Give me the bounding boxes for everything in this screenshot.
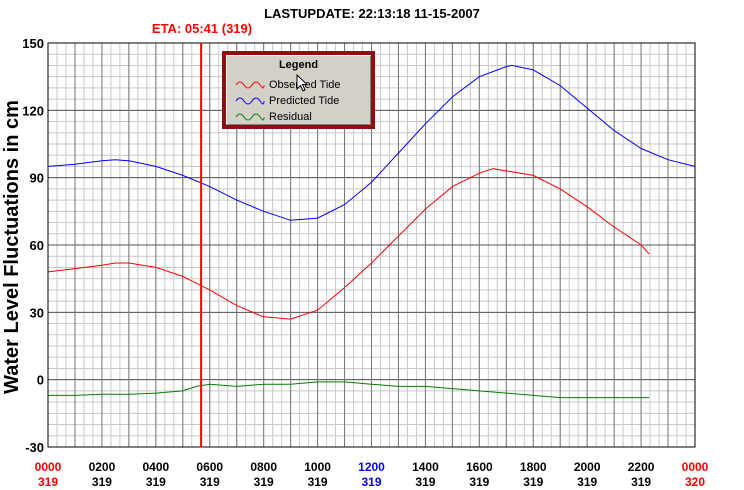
y-tick-labels: 150 120 90 60 30 0 -30 xyxy=(22,36,44,455)
legend[interactable]: Legend Observed Tide Predicted Tide Resi… xyxy=(222,51,375,129)
y-tick-label: 150 xyxy=(22,36,44,51)
x-tick-time-label: 0800 xyxy=(250,460,277,474)
x-tick-time-label: 1400 xyxy=(412,460,439,474)
x-tick-day-label: 319 xyxy=(308,475,328,489)
legend-label-predicted: Predicted Tide xyxy=(269,95,340,107)
x-tick-time-label: 0000 xyxy=(35,460,62,474)
eta-label: ETA: 05:41 (319) xyxy=(152,21,252,36)
mouse-cursor-icon xyxy=(296,74,309,92)
y-tick-label: 90 xyxy=(30,171,44,186)
y-tick-label: 60 xyxy=(30,238,44,253)
x-tick-day-label: 319 xyxy=(523,475,543,489)
plot-frame xyxy=(47,42,696,448)
x-tick-time-label: 0000 xyxy=(682,460,709,474)
x-tick-day-label: 320 xyxy=(685,475,705,489)
y-tick-label: 120 xyxy=(22,103,44,118)
x-tick-time-label: 1800 xyxy=(520,460,547,474)
x-tick-day-label: 319 xyxy=(469,475,489,489)
legend-label-residual: Residual xyxy=(269,111,312,123)
x-tick-day-label: 319 xyxy=(254,475,274,489)
lastupdate-label: LASTUPDATE: 22:13:18 11-15-2007 xyxy=(264,6,480,21)
series-line-residual xyxy=(48,381,650,399)
series-layer xyxy=(47,64,696,399)
y-tick-label: 0 xyxy=(37,373,44,388)
y-tick-label: 30 xyxy=(30,305,44,320)
x-tick-labels: 0000319020031904003190600319080031910003… xyxy=(35,460,709,489)
wave-icon-blue xyxy=(235,97,265,105)
wave-icon-green xyxy=(235,113,265,121)
y-tick-label: -30 xyxy=(25,440,44,455)
series-line-predicted-tide xyxy=(47,64,696,221)
x-tick-time-label: 1600 xyxy=(466,460,493,474)
x-tick-day-label: 319 xyxy=(415,475,435,489)
wave-icon-red xyxy=(235,81,265,89)
x-tick-day-label: 319 xyxy=(631,475,651,489)
x-tick-day-label: 319 xyxy=(146,475,166,489)
x-tick-day-label: 319 xyxy=(38,475,58,489)
legend-item-observed: Observed Tide xyxy=(235,78,341,92)
x-tick-time-label: 2200 xyxy=(628,460,655,474)
x-tick-time-label: 1200 xyxy=(358,460,385,474)
x-tick-day-label: 319 xyxy=(200,475,220,489)
x-tick-time-label: 2000 xyxy=(574,460,601,474)
x-tick-day-label: 319 xyxy=(577,475,597,489)
x-tick-day-label: 319 xyxy=(92,475,112,489)
x-tick-time-label: 0600 xyxy=(196,460,223,474)
series-line-observed-tide xyxy=(47,168,650,320)
legend-title: Legend xyxy=(278,59,319,71)
x-tick-day-label: 319 xyxy=(361,475,381,489)
legend-item-residual: Residual xyxy=(235,110,312,124)
legend-item-predicted: Predicted Tide xyxy=(235,94,339,108)
x-tick-time-label: 1000 xyxy=(304,460,331,474)
y-axis-label: Water Level Fluctuations in cm xyxy=(1,100,23,394)
legend-panel: Legend Observed Tide Predicted Tide Resi… xyxy=(226,55,371,125)
x-tick-time-label: 0400 xyxy=(142,460,169,474)
x-tick-time-label: 0200 xyxy=(89,460,116,474)
major-gridlines xyxy=(47,42,696,448)
